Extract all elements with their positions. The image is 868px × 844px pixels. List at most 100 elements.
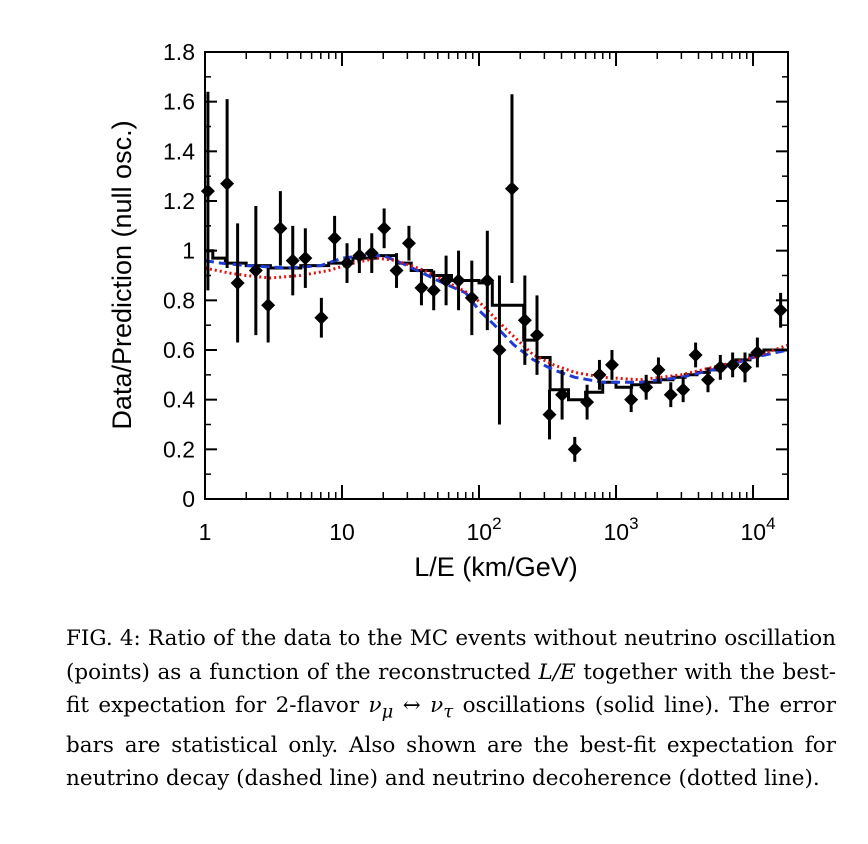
data-marker: [414, 280, 429, 295]
data-point: [414, 270, 429, 306]
data-point: [285, 225, 300, 296]
data-point: [248, 205, 263, 336]
data-marker: [773, 303, 788, 318]
x-tick-label: 104: [740, 514, 775, 545]
data-point: [676, 377, 691, 403]
data-marker: [426, 283, 441, 298]
axis-ticks: [204, 51, 788, 500]
data-marker: [567, 442, 582, 457]
y-tick-label: 1.2: [163, 188, 195, 214]
data-marker: [340, 256, 355, 271]
data-marker: [700, 372, 715, 387]
data-point: [567, 436, 582, 462]
caption-nu-tau: ν: [430, 693, 444, 718]
data-marker: [604, 357, 619, 372]
data-marker: [580, 395, 595, 410]
data-point: [401, 225, 416, 261]
data-point: [504, 94, 519, 283]
data-marker: [738, 360, 753, 375]
caption-label: FIG. 4:: [66, 626, 141, 651]
y-tick-label: 0.6: [163, 337, 195, 363]
data-marker: [492, 343, 507, 357]
data-point: [542, 389, 557, 440]
caption-le: L/E: [538, 659, 576, 685]
data-point: [377, 208, 392, 249]
data-point: [327, 215, 342, 261]
y-tick-label: 0.2: [163, 436, 195, 462]
data-marker: [530, 328, 545, 343]
data-point: [530, 295, 545, 375]
data-point: [639, 374, 654, 400]
data-point: [261, 268, 276, 343]
caption-arrow: ↔: [393, 693, 431, 718]
chart: 00.20.40.60.811.21.41.61.8 1 10 102 103 104 …: [107, 39, 789, 582]
data-point: [389, 253, 404, 288]
x-tick-label: 1: [199, 519, 212, 545]
data-point: [604, 350, 619, 380]
data-point: [340, 243, 355, 283]
data-point: [663, 382, 678, 408]
data-marker: [517, 313, 532, 328]
data-marker: [273, 221, 288, 236]
data-marker: [663, 387, 678, 402]
data-marker: [451, 273, 466, 288]
data-point: [555, 369, 570, 420]
y-tick-label: 0: [182, 486, 195, 512]
y-tick-label: 1: [182, 238, 195, 264]
y-tick-labels: 0 0.2 0.4 0.6 0.8 1 1.2 1.4 1.6 1.8: [163, 39, 195, 512]
data-marker: [676, 382, 691, 397]
data-point: [688, 342, 703, 368]
data-marker: [439, 273, 454, 288]
data-marker: [200, 184, 215, 199]
y-tick-label: 0.8: [163, 287, 195, 313]
data-marker: [651, 362, 666, 377]
y-tick-label: 1.8: [163, 39, 195, 65]
x-tick-label: 102: [466, 514, 501, 545]
data-marker: [639, 380, 654, 395]
figure-caption: FIG. 4: Ratio of the data to the MC even…: [66, 622, 836, 796]
caption-text-3: oscillations (solid line). The error bar…: [66, 693, 837, 792]
data-marker: [750, 345, 765, 360]
decay-best-fit-line: [205, 254, 788, 384]
data-marker: [480, 273, 495, 288]
data-point: [230, 223, 245, 343]
data-marker: [401, 236, 416, 251]
y-axis-title: Data/Prediction (null osc.): [107, 120, 137, 429]
data-marker: [464, 290, 479, 305]
data-point: [624, 387, 639, 413]
data-marker: [248, 263, 263, 278]
data-point: [725, 352, 740, 378]
data-marker: [327, 231, 342, 246]
data-point: [364, 233, 379, 274]
data-marker: [542, 407, 557, 422]
data-marker: [220, 176, 235, 191]
data-point: [439, 255, 454, 306]
data-marker: [364, 246, 379, 261]
data-point: [464, 260, 479, 336]
data-point: [713, 354, 728, 380]
data-point: [352, 238, 367, 274]
data-marker: [725, 357, 740, 372]
data-marker: [261, 298, 276, 313]
caption-nu-mu: ν: [368, 693, 382, 718]
data-point: [314, 297, 329, 338]
data-marker: [688, 347, 703, 362]
caption-text-1: Ratio of the data to the MC events witho…: [66, 626, 836, 685]
x-tick-label: 103: [603, 514, 638, 545]
data-marker: [713, 360, 728, 375]
data-point: [298, 228, 313, 288]
y-tick-label: 1.6: [163, 89, 195, 115]
decoherence-best-fit-line: [205, 256, 788, 382]
x-tick-labels: 1 10 102 103 104: [199, 514, 776, 545]
data-marker: [389, 263, 404, 278]
y-tick-label: 1.4: [163, 138, 195, 164]
caption-mu: μ: [381, 701, 394, 723]
data-marker: [298, 251, 313, 266]
data-point: [651, 357, 666, 383]
data-point: [517, 275, 532, 365]
x-tick-label: 10: [329, 519, 355, 545]
data-point: [738, 352, 753, 383]
data-point: [700, 367, 715, 393]
data-marker: [377, 221, 392, 236]
data-point: [426, 270, 441, 311]
